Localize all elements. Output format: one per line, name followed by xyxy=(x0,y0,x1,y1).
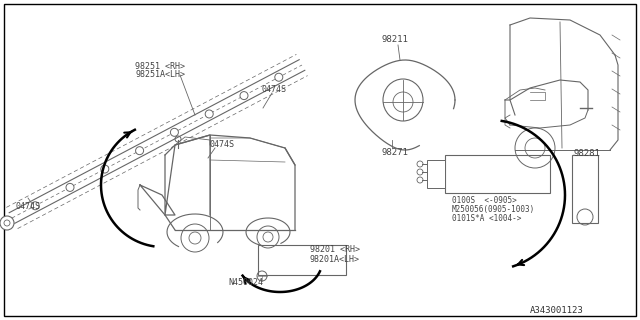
Circle shape xyxy=(240,92,248,100)
Circle shape xyxy=(4,220,10,226)
Circle shape xyxy=(136,147,143,155)
Circle shape xyxy=(275,73,283,81)
Bar xyxy=(572,155,598,223)
Bar xyxy=(445,155,550,193)
Circle shape xyxy=(0,216,14,230)
Circle shape xyxy=(101,165,109,173)
Text: 0474S: 0474S xyxy=(262,85,287,94)
Text: 98211: 98211 xyxy=(382,35,409,44)
Text: 98251 <RH>: 98251 <RH> xyxy=(135,62,185,71)
Text: 98271: 98271 xyxy=(382,148,409,157)
Text: 0101S*A <1004->: 0101S*A <1004-> xyxy=(452,214,522,223)
Bar xyxy=(427,160,445,188)
Text: A343001123: A343001123 xyxy=(530,306,584,315)
Text: 0474S: 0474S xyxy=(15,202,40,211)
Text: N450024: N450024 xyxy=(228,278,263,287)
Circle shape xyxy=(66,183,74,191)
Circle shape xyxy=(31,202,39,210)
Text: 0474S: 0474S xyxy=(210,140,235,149)
Bar xyxy=(258,245,346,275)
Text: 98251A<LH>: 98251A<LH> xyxy=(135,70,185,79)
Text: 98281: 98281 xyxy=(574,149,601,158)
Circle shape xyxy=(170,128,179,136)
Circle shape xyxy=(205,110,213,118)
Text: M250056(0905-1003): M250056(0905-1003) xyxy=(452,205,535,214)
Text: 0100S  <-0905>: 0100S <-0905> xyxy=(452,196,516,205)
Text: 98201A<LH>: 98201A<LH> xyxy=(310,255,360,264)
Text: 98201 <RH>: 98201 <RH> xyxy=(310,245,360,254)
